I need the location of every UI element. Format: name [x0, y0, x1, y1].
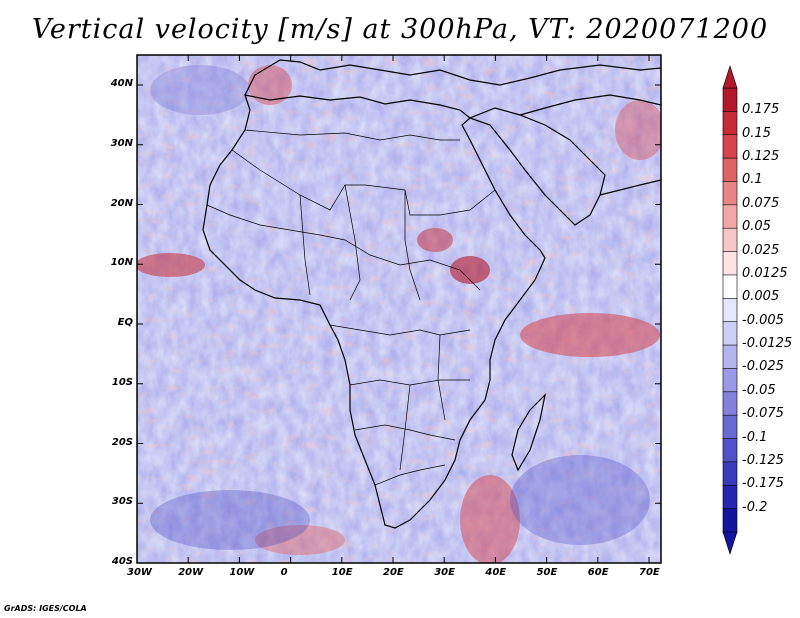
colorbar-label: 0.125	[742, 149, 780, 165]
lat-tick-label: 10N	[110, 257, 133, 269]
lat-tick-label: 20N	[110, 197, 133, 209]
colorbar-swatch	[722, 391, 738, 416]
lat-tick-label: 40N	[110, 78, 133, 89]
colorbar-swatch	[722, 204, 738, 230]
colorbar-swatch	[722, 111, 738, 136]
colorbar-swatch	[722, 181, 738, 206]
colorbar-swatch	[722, 344, 738, 370]
colorbar-label: 0.15	[742, 125, 771, 141]
colorbar-swatch	[722, 227, 738, 253]
lon-tick-label: 60E	[587, 567, 609, 578]
colorbar-swatch	[722, 274, 738, 300]
lon-tick-label: 20W	[178, 567, 204, 578]
colorbar-label: 0.0125	[742, 265, 788, 281]
colorbar	[722, 65, 738, 555]
coastlines	[202, 59, 661, 529]
colorbar-swatch	[722, 461, 738, 487]
axis-ticks	[136, 55, 661, 564]
lon-tick-label: 30W	[127, 567, 152, 578]
colorbar-bottom-arrow	[722, 531, 738, 555]
lon-tick-label: 50E	[536, 567, 558, 578]
colorbar-label: -0.0125	[742, 336, 793, 352]
colorbar-label: 0.175	[742, 102, 780, 118]
colorbar-label: -0.125	[742, 452, 784, 468]
lat-tick-label: 20S	[111, 436, 133, 448]
colorbar-label: 0.05	[742, 219, 771, 235]
lon-tick-label: 30E	[434, 567, 455, 578]
colorbar-swatch	[722, 251, 738, 276]
lat-tick-label: 40S	[111, 556, 133, 567]
colorbar-swatch	[722, 368, 738, 393]
credit-text: GrADS: IGES/COLA	[4, 604, 87, 613]
lon-tick-label: 0	[280, 567, 288, 578]
colorbar-top-arrow	[722, 65, 738, 89]
colorbar-swatch	[722, 321, 738, 346]
colorbar-swatch	[722, 508, 738, 533]
colorbar-label: 0.075	[742, 195, 780, 211]
map-title: Vertical velocity [m/s] at 300hPa, VT: 2…	[31, 14, 769, 45]
colorbar-label: -0.005	[742, 312, 784, 328]
colorbar-swatch	[722, 298, 738, 323]
lat-tick-label: 30S	[111, 496, 133, 508]
plot-frame	[136, 54, 662, 564]
colorbar-swatch	[722, 157, 738, 183]
colorbar-swatch	[722, 134, 738, 159]
colorbar-label: -0.075	[742, 406, 784, 422]
colorbar-label: -0.025	[742, 359, 784, 375]
colorbar-swatch	[722, 438, 738, 463]
vertical-velocity-field	[137, 55, 661, 563]
colorbar-label: -0.05	[742, 382, 776, 398]
lon-tick-label: 40E	[485, 567, 507, 578]
lat-tick-label: 30N	[110, 137, 133, 149]
colorbar-swatch	[722, 484, 738, 510]
lon-tick-label: 20E	[383, 567, 404, 578]
colorbar-label: 0.025	[742, 242, 780, 258]
colorbar-swatch	[722, 87, 738, 113]
lon-tick-label: 70E	[639, 567, 660, 578]
colorbar-label: -0.2	[742, 499, 768, 515]
colorbar-label: 0.1	[742, 172, 763, 188]
lat-tick-label: 10S	[111, 376, 133, 388]
colorbar-label: 0.005	[742, 289, 780, 305]
lon-tick-label: 10E	[331, 567, 353, 578]
lon-tick-label: 10W	[229, 567, 255, 578]
colorbar-label: -0.175	[742, 476, 784, 492]
country-borders	[206, 129, 496, 486]
colorbar-swatch	[722, 414, 738, 440]
lat-tick-label: EQ	[117, 317, 133, 328]
colorbar-label: -0.1	[742, 429, 768, 445]
